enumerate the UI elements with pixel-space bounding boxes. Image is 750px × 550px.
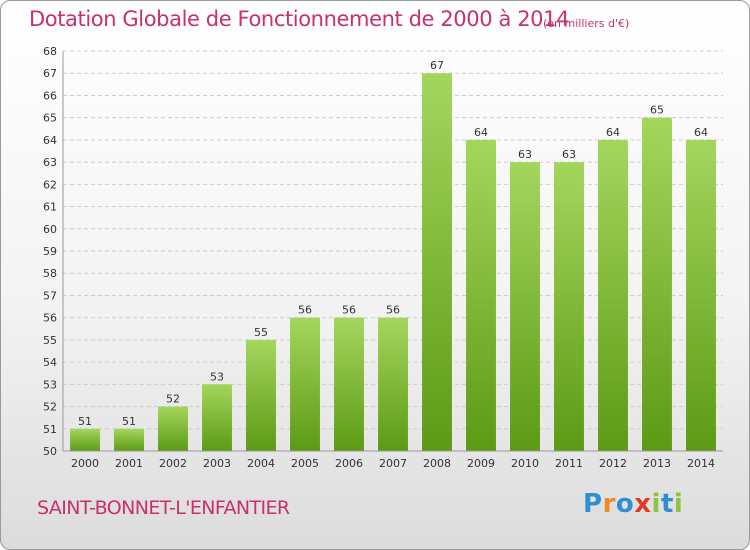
- x-tick-label: 2000: [71, 457, 99, 470]
- y-tick-label: 65: [43, 112, 57, 125]
- x-tick-label: 2002: [159, 457, 187, 470]
- bar: [422, 73, 452, 451]
- y-tick-label: 54: [43, 356, 57, 369]
- x-tick-label: 2004: [247, 457, 275, 470]
- bar: [642, 117, 672, 452]
- y-tick-label: 51: [43, 423, 57, 436]
- bar: [378, 317, 408, 451]
- bar: [114, 428, 144, 451]
- x-tick-label: 2008: [423, 457, 451, 470]
- bar-value-label: 55: [254, 326, 268, 339]
- bar-value-label: 67: [430, 59, 444, 72]
- bar-value-label: 64: [474, 126, 488, 139]
- x-tick-label: 2005: [291, 457, 319, 470]
- y-tick-label: 63: [43, 156, 57, 169]
- bar-value-label: 51: [122, 415, 136, 428]
- y-axis-ticks: 50 51 52 53 54 55 56 57 58 59 60 61 62 63 64 65 66 67 68: [43, 45, 57, 458]
- bar-value-label: 64: [606, 126, 620, 139]
- x-tick-label: 2003: [203, 457, 231, 470]
- bar-value-label: 65: [650, 104, 664, 117]
- bar: [554, 162, 584, 451]
- x-axis-ticks: 2000 2001 2002 2003 2004 2005 2006 2007 2008 2009…: [71, 457, 715, 470]
- bar-value-label: 56: [386, 304, 400, 317]
- y-tick-label: 62: [43, 178, 57, 191]
- y-tick-label: 53: [43, 378, 57, 391]
- x-tick-label: 2001: [115, 457, 143, 470]
- bar-value-label: 56: [298, 304, 312, 317]
- bar: [70, 428, 100, 451]
- bar: [466, 139, 496, 451]
- bar-value-label: 64: [694, 126, 708, 139]
- bar: [334, 317, 364, 451]
- y-tick-label: 52: [43, 401, 57, 414]
- bar: [202, 384, 232, 451]
- chart-title: Dotation Globale de Fonctionnement de 20…: [29, 7, 570, 31]
- chart-unit: (en milliers d'€): [543, 17, 630, 30]
- y-tick-label: 50: [43, 445, 57, 458]
- y-tick-label: 67: [43, 67, 57, 80]
- bars: [70, 73, 716, 452]
- bar: [246, 339, 276, 451]
- x-tick-label: 2010: [511, 457, 539, 470]
- y-tick-label: 57: [43, 289, 57, 302]
- x-tick-label: 2013: [643, 457, 671, 470]
- bar-value-label: 63: [518, 148, 532, 161]
- y-tick-label: 59: [43, 245, 57, 258]
- value-labels: 51 51 52 53 55 56 56 56 67 64 63 63 64 65 64: [78, 59, 708, 428]
- bar-value-label: 51: [78, 415, 92, 428]
- bar: [598, 139, 628, 451]
- bar-value-label: 52: [166, 393, 180, 406]
- y-tick-label: 68: [43, 45, 57, 58]
- x-tick-label: 2009: [467, 457, 495, 470]
- bar: [510, 162, 540, 451]
- y-tick-label: 56: [43, 312, 57, 325]
- commune-name: SAINT-BONNET-L'ENFANTIER: [37, 497, 290, 519]
- proxiti-logo: Proxiti: [583, 489, 684, 519]
- y-tick-label: 58: [43, 267, 57, 280]
- y-tick-label: 61: [43, 201, 57, 214]
- bar: [158, 406, 188, 451]
- y-tick-label: 60: [43, 223, 57, 236]
- bar-value-label: 56: [342, 304, 356, 317]
- y-tick-label: 66: [43, 89, 57, 102]
- y-tick-label: 55: [43, 334, 57, 347]
- y-tick-label: 64: [43, 134, 57, 147]
- x-tick-label: 2007: [379, 457, 407, 470]
- x-tick-label: 2012: [599, 457, 627, 470]
- bar-value-label: 53: [210, 370, 224, 383]
- x-tick-label: 2014: [687, 457, 715, 470]
- bar-value-label: 63: [562, 148, 576, 161]
- x-tick-label: 2011: [555, 457, 583, 470]
- bar: [686, 139, 716, 451]
- x-tick-label: 2006: [335, 457, 363, 470]
- bar: [290, 317, 320, 451]
